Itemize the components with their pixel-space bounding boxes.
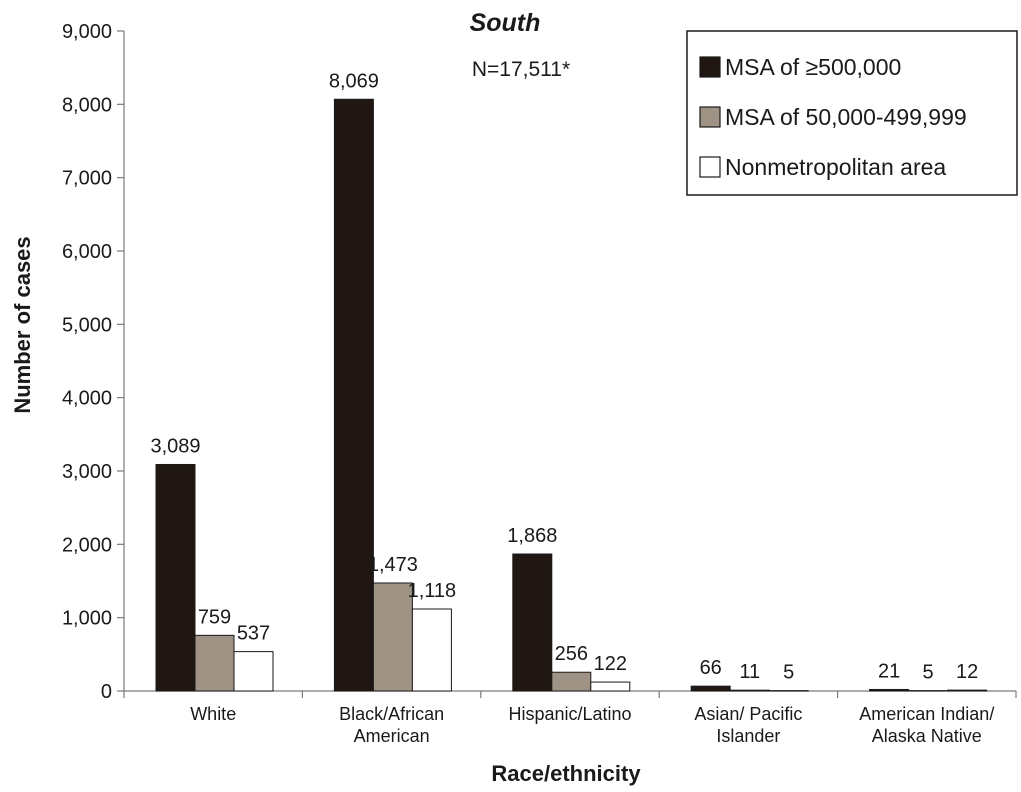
data-label: 11	[739, 661, 760, 683]
legend-box	[686, 30, 1018, 196]
data-label: 1,118	[408, 580, 457, 602]
data-label: 66	[700, 657, 722, 679]
bar-large-msa	[512, 553, 553, 692]
bar-nonmetro	[590, 681, 631, 692]
chart-title: South	[470, 9, 541, 37]
category-label: Hispanic/Latino	[508, 704, 631, 724]
legend-swatch	[699, 106, 721, 128]
category-label: Islander	[716, 726, 780, 746]
bar-nonmetro	[233, 651, 274, 692]
bar-large-msa	[690, 685, 731, 692]
x-axis-title: Race/ethnicity	[491, 761, 641, 786]
category-label: American	[354, 726, 430, 746]
y-tick-label: 6,000	[62, 241, 112, 263]
bar-large-msa	[333, 98, 374, 692]
bar-mid-msa	[194, 634, 235, 692]
y-tick-label: 0	[101, 681, 112, 703]
data-label: 537	[237, 623, 270, 645]
bar-nonmetro	[947, 689, 988, 692]
y-tick-label: 2,000	[62, 534, 112, 556]
bar-mid-msa	[372, 582, 413, 692]
y-tick-label: 8,000	[62, 94, 112, 116]
data-label: 12	[956, 661, 978, 683]
legend: MSA of ≥500,000 MSA of 50,000-499,999 Nonm…	[686, 30, 1018, 196]
legend-swatch	[699, 156, 721, 178]
data-label: 759	[198, 606, 231, 628]
data-labels-group: 3,089 759 537 8,069 1,473 1,118 1,868 256 122 66 1…	[150, 70, 978, 683]
legend-label: MSA of 50,000-499,999	[725, 104, 967, 130]
y-tick-label: 4,000	[62, 388, 112, 410]
data-label: 1,473	[368, 554, 418, 576]
data-label: 8,069	[329, 70, 379, 92]
y-tick-label: 7,000	[62, 168, 112, 190]
chart-subtitle: N=17,511*	[472, 58, 570, 81]
y-tick-label: 9,000	[62, 21, 112, 43]
data-label: 3,089	[150, 435, 200, 457]
data-label: 1,868	[507, 525, 557, 547]
legend-swatch	[699, 56, 721, 78]
bar-mid-msa	[729, 689, 770, 692]
data-label: 122	[594, 653, 627, 675]
y-axis-title: Number of cases	[10, 236, 35, 413]
category-label: Black/African	[339, 704, 444, 724]
legend-label: MSA of ≥500,000	[725, 54, 901, 80]
data-label: 256	[555, 643, 588, 665]
x-axis	[123, 690, 1017, 698]
category-label: White	[190, 704, 236, 724]
data-label: 5	[923, 662, 934, 684]
y-axis: 0 1,000 2,000 3,000 4,000 5,000 6,000 7,000 8,00…	[62, 21, 125, 703]
category-label: American Indian/	[859, 704, 994, 724]
legend-label: Nonmetropolitan area	[725, 154, 946, 180]
bar-large-msa	[155, 463, 196, 692]
bar-large-msa	[869, 688, 910, 692]
bar-mid-msa	[551, 671, 592, 692]
y-tick-label: 5,000	[62, 314, 112, 336]
bars-group	[155, 98, 988, 692]
y-tick-label: 1,000	[62, 608, 112, 630]
bar-nonmetro	[411, 608, 452, 692]
data-label: 21	[878, 660, 900, 682]
y-tick-label: 3,000	[62, 461, 112, 483]
data-label: 5	[783, 662, 794, 684]
category-label: Asian/ Pacific	[694, 704, 802, 724]
category-label: Alaska Native	[872, 726, 982, 746]
